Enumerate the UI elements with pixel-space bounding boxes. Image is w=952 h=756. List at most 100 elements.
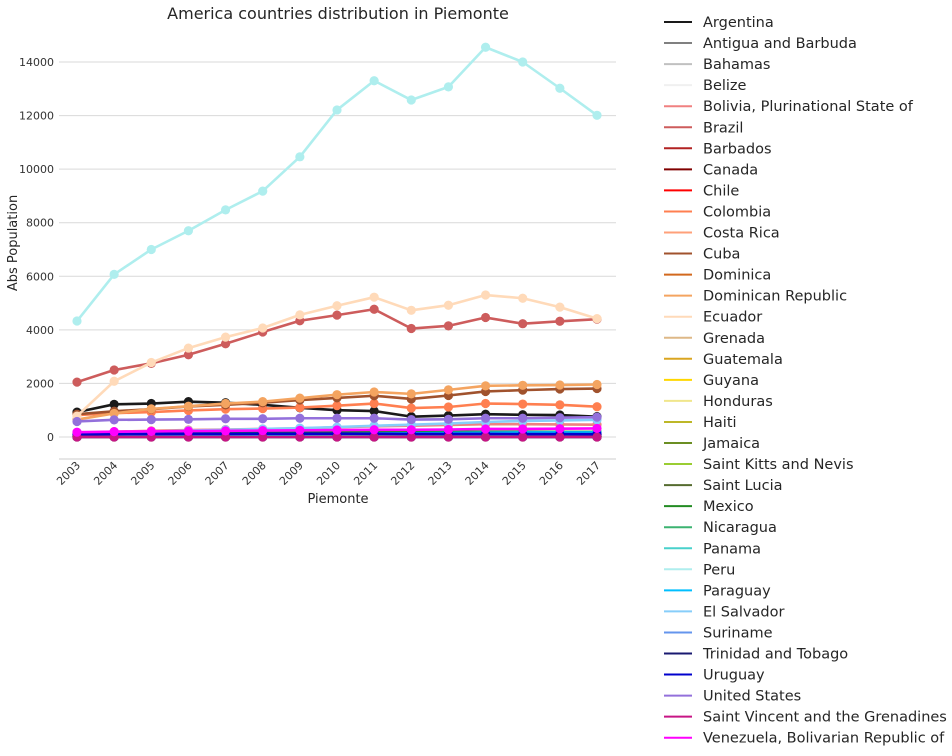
data-point xyxy=(555,316,565,326)
legend-label: Antigua and Barbuda xyxy=(703,36,857,52)
data-point xyxy=(332,301,342,311)
y-tick-label: 6000 xyxy=(26,270,54,283)
legend-item: Cuba xyxy=(664,247,740,263)
legend-label: Paraguay xyxy=(703,583,771,599)
data-point xyxy=(109,408,119,419)
legend-item: Panama xyxy=(664,541,761,557)
legend-label: Canada xyxy=(703,162,758,178)
data-point xyxy=(332,425,342,435)
legend-label: Dominican Republic xyxy=(703,289,847,305)
data-point xyxy=(332,432,342,442)
data-point xyxy=(72,427,82,437)
legend-label: Peru xyxy=(703,562,735,578)
data-point xyxy=(369,413,379,423)
legend-item: Barbados xyxy=(664,141,772,157)
legend-label: Barbados xyxy=(703,141,772,157)
data-point xyxy=(480,432,491,442)
y-tick-label: 10000 xyxy=(19,163,54,176)
data-point xyxy=(295,432,305,442)
legend-item: Chile xyxy=(664,183,739,199)
data-point xyxy=(443,82,454,92)
legend-item: Peru xyxy=(664,562,735,578)
data-point xyxy=(369,292,379,302)
data-point xyxy=(443,385,454,395)
data-point xyxy=(480,398,491,409)
data-point xyxy=(109,415,119,425)
data-point xyxy=(332,105,342,115)
legend-item: Guatemala xyxy=(664,352,783,368)
data-point xyxy=(592,432,602,442)
legend-label: Guatemala xyxy=(703,352,783,368)
data-point xyxy=(592,110,602,120)
legend-label: Uruguay xyxy=(703,668,765,684)
legend-label: Haiti xyxy=(703,415,737,431)
legend-label: Saint Lucia xyxy=(703,478,783,494)
data-point xyxy=(369,398,379,409)
data-point xyxy=(72,316,82,326)
legend-item: Argentina xyxy=(664,15,774,31)
data-point xyxy=(443,300,454,310)
legend-label: Colombia xyxy=(703,204,771,220)
legend-item: Dominican Republic xyxy=(664,289,847,305)
data-point xyxy=(295,402,305,413)
legend-label: Bahamas xyxy=(703,57,770,73)
data-point xyxy=(555,424,565,434)
legend-item: Costa Rica xyxy=(664,226,780,242)
legend-label: Ecuador xyxy=(703,310,762,326)
legend-item: Honduras xyxy=(664,394,773,410)
data-point xyxy=(220,332,231,342)
data-point xyxy=(555,302,565,312)
data-point xyxy=(369,76,379,86)
data-point xyxy=(369,304,379,314)
legend-item: Nicaragua xyxy=(664,520,777,536)
data-point xyxy=(406,323,416,334)
legend-label: Suriname xyxy=(703,625,773,641)
data-point xyxy=(518,293,528,303)
data-point xyxy=(518,413,528,423)
legend-item: United States xyxy=(664,689,801,705)
data-point xyxy=(258,323,268,333)
data-point xyxy=(220,339,231,349)
data-point xyxy=(443,424,454,435)
data-point xyxy=(480,42,491,52)
data-point xyxy=(109,376,119,386)
data-point xyxy=(480,424,491,434)
legend-label: Brazil xyxy=(703,120,743,136)
data-point xyxy=(109,427,119,437)
data-point xyxy=(109,269,119,280)
legend-label: Belize xyxy=(703,78,747,94)
data-point xyxy=(146,357,156,368)
y-tick-label: 2000 xyxy=(26,377,54,390)
data-point xyxy=(443,402,454,412)
legend-item: Jamaica xyxy=(664,436,760,452)
legend-label: Argentina xyxy=(703,15,774,31)
data-point xyxy=(109,365,119,375)
legend-item: El Salvador xyxy=(664,604,784,620)
legend-label: Bolivia, Plurinational State of xyxy=(703,99,914,115)
data-point xyxy=(480,290,491,300)
legend-item: Paraguay xyxy=(664,583,771,599)
legend-item: Colombia xyxy=(664,204,771,220)
data-point xyxy=(592,379,602,390)
legend-label: Jamaica xyxy=(702,436,760,452)
series-dominican-republic xyxy=(72,379,602,425)
legend-item: Dominica xyxy=(664,268,771,284)
data-point xyxy=(295,393,305,403)
data-point xyxy=(518,319,528,329)
data-point xyxy=(518,57,528,67)
legend-item: Saint Vincent and the Grenadines xyxy=(664,710,947,726)
data-point xyxy=(332,390,342,400)
data-point xyxy=(183,226,194,236)
data-point xyxy=(555,413,565,423)
legend: Argentina Antigua and Barbuda Bahamas Beliz… xyxy=(664,15,947,747)
data-point xyxy=(555,400,565,410)
data-point xyxy=(72,416,82,427)
y-tick-label: 12000 xyxy=(19,110,54,123)
legend-label: Panama xyxy=(703,541,761,557)
data-point xyxy=(220,426,231,436)
legend-item: Brazil xyxy=(664,120,743,136)
x-axis-label: Piemonte xyxy=(307,492,368,507)
legend-label: Dominica xyxy=(703,268,771,284)
data-point xyxy=(258,414,268,424)
